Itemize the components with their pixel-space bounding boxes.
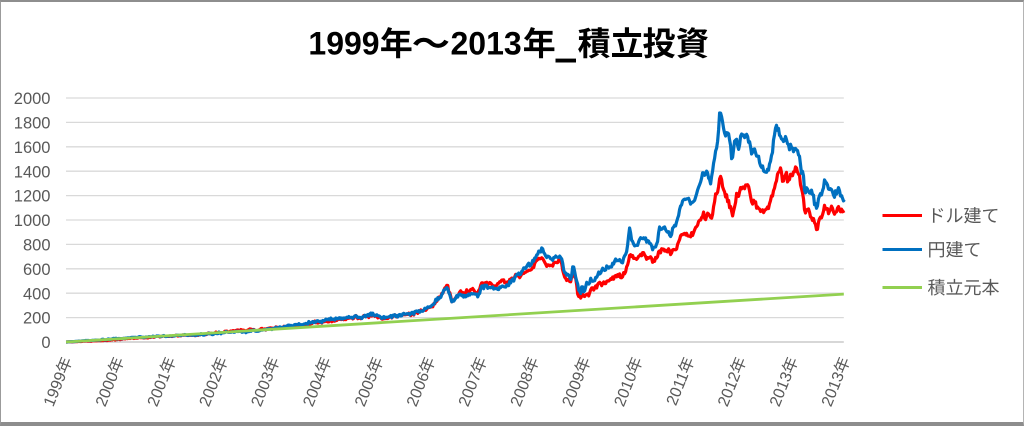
svg-text:400: 400 (23, 285, 51, 303)
svg-text:1200: 1200 (14, 188, 51, 206)
svg-text:200: 200 (23, 310, 51, 328)
svg-text:600: 600 (23, 261, 51, 279)
svg-text:1999: 1999 (308, 26, 379, 62)
svg-text:800: 800 (23, 237, 51, 255)
svg-text:0: 0 (41, 334, 50, 352)
svg-text:2013: 2013 (451, 26, 522, 62)
svg-text:1000: 1000 (14, 212, 51, 230)
svg-text:2000: 2000 (14, 90, 51, 108)
svg-text:1400: 1400 (14, 163, 51, 181)
svg-text:1600: 1600 (14, 139, 51, 157)
svg-text:1800: 1800 (14, 115, 51, 133)
